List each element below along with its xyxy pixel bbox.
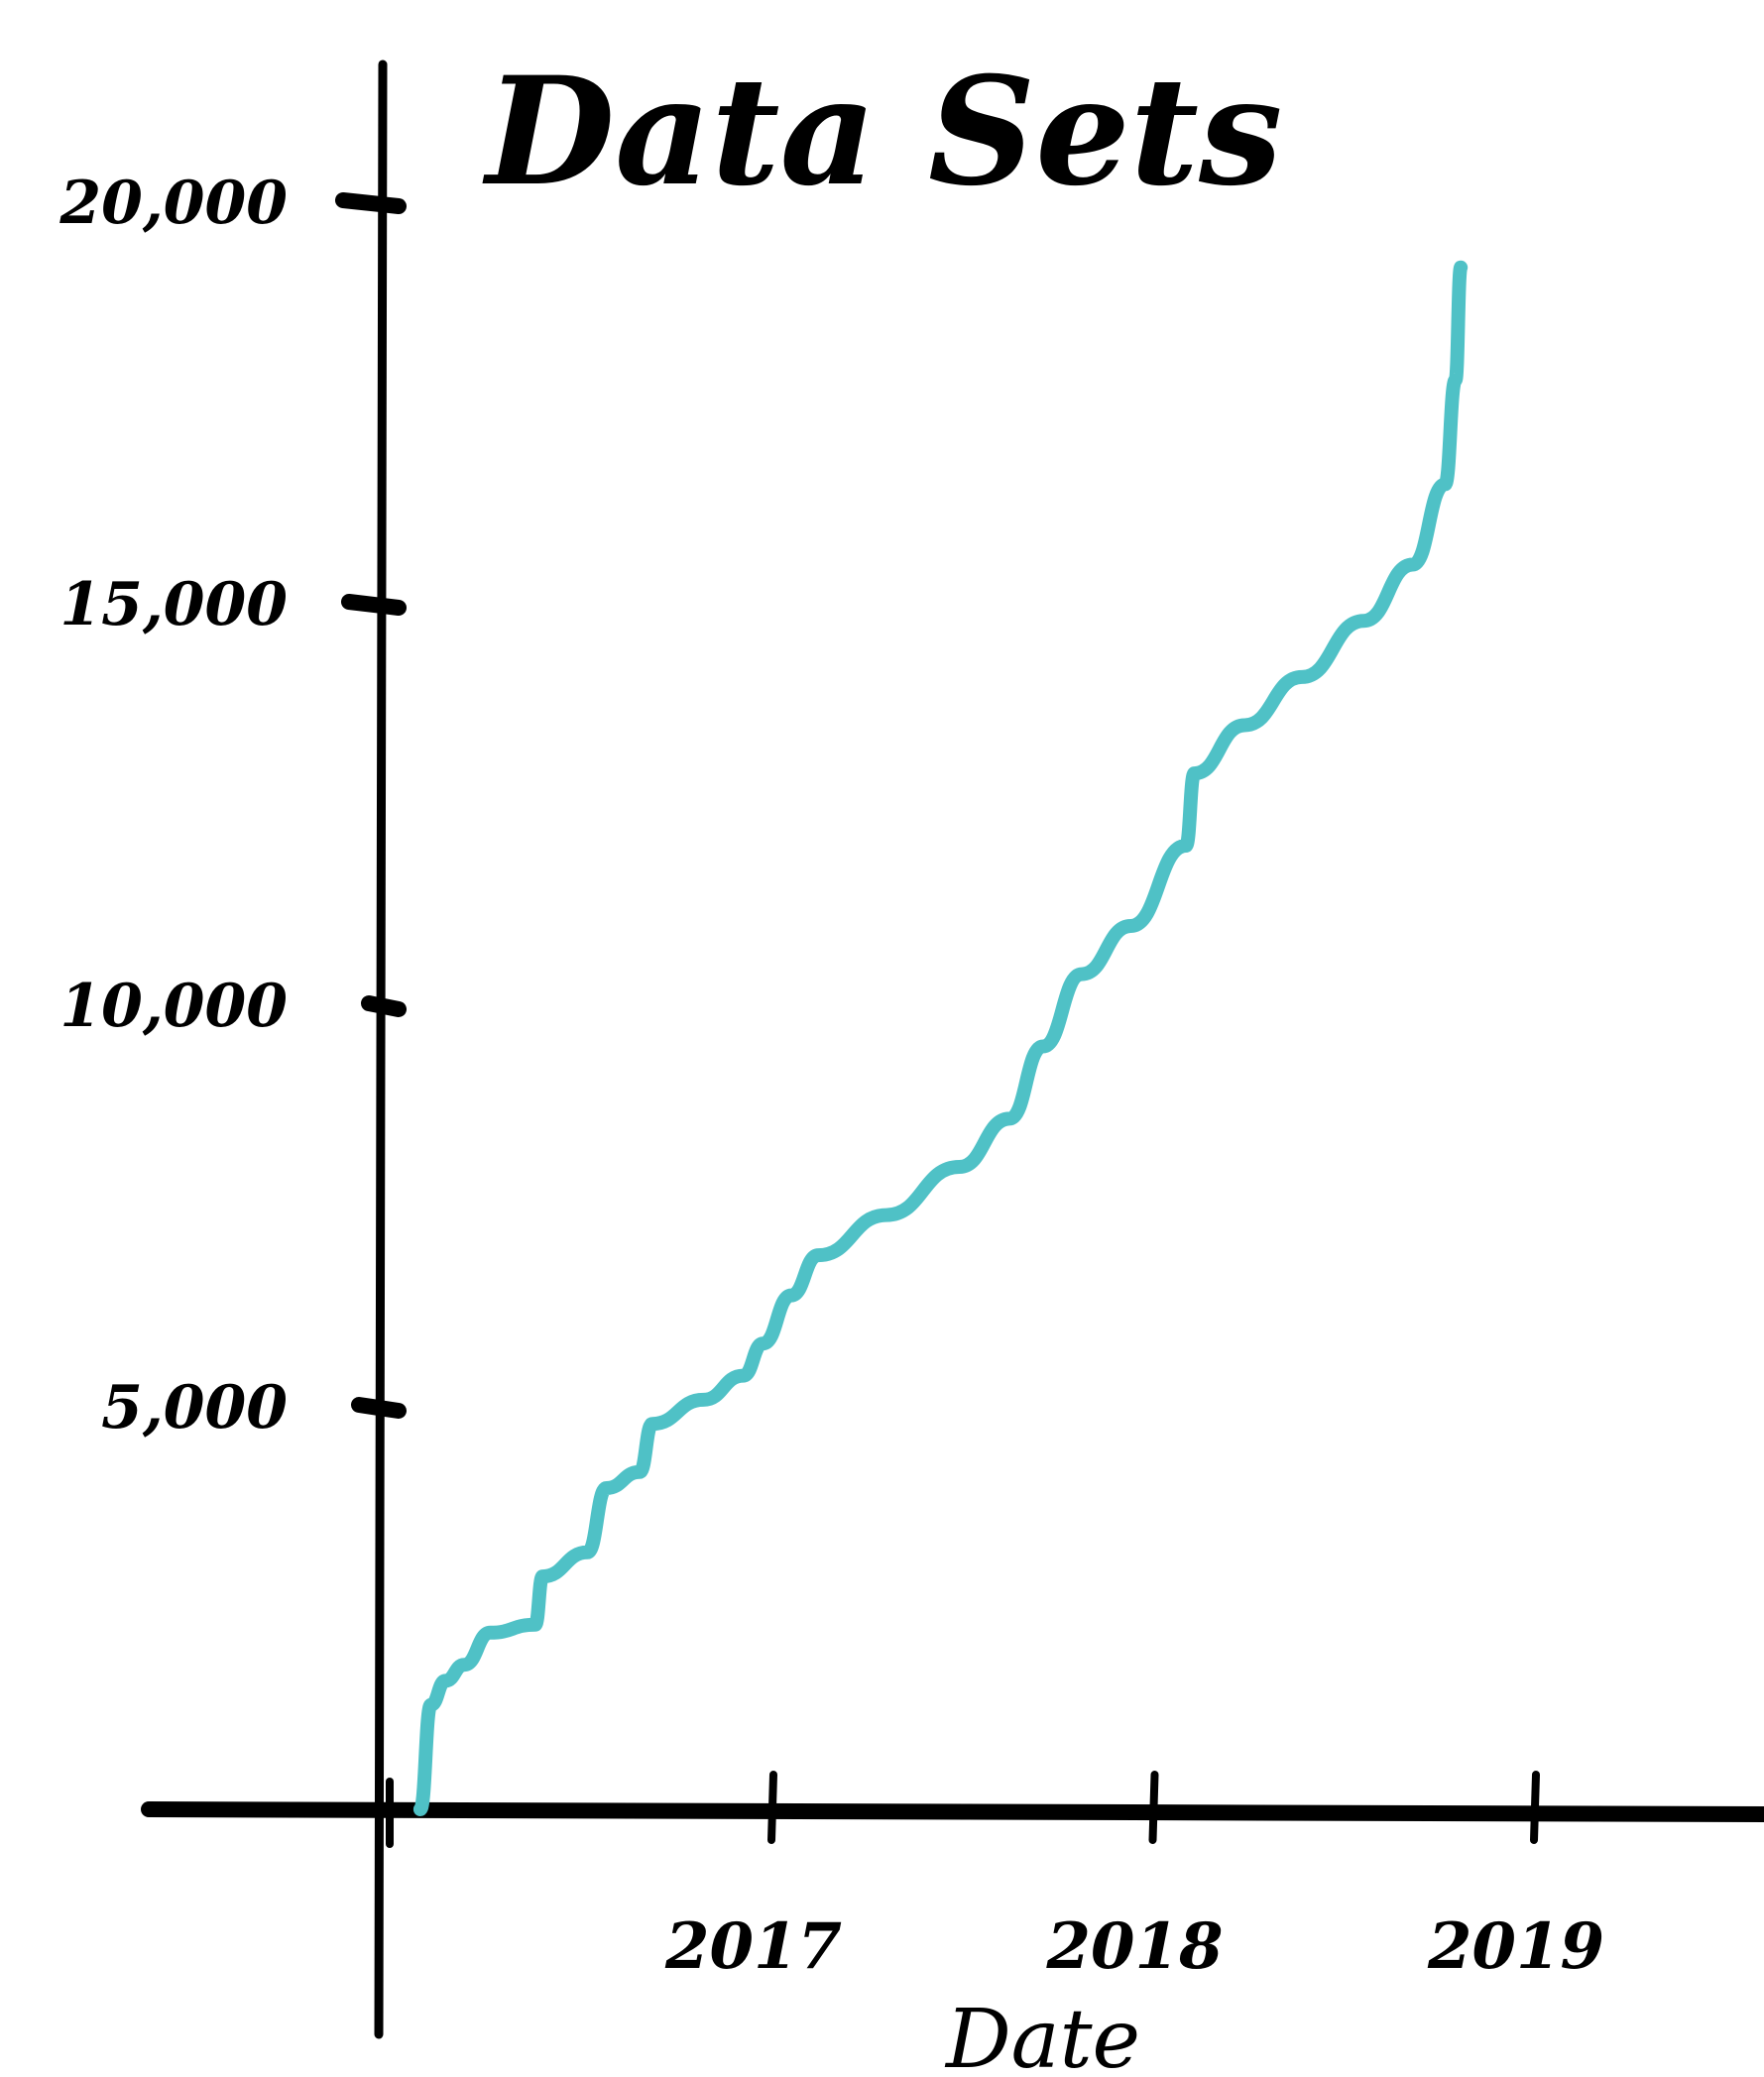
- y-tick-mark: [351, 1397, 407, 1419]
- chart-title: Data Sets: [482, 45, 1282, 219]
- data-sets-line: [412, 260, 1469, 1816]
- y-tick-label: 5,000: [101, 1373, 288, 1442]
- x-tick-label: 2017: [664, 1909, 842, 1984]
- x-tick-label: 2019: [1427, 1909, 1604, 1984]
- y-tick-label: 15,000: [59, 570, 288, 639]
- x-tick-mark: [1530, 1771, 1540, 1844]
- x-tick-label: 2018: [1045, 1909, 1223, 1984]
- y-tick-mark: [341, 594, 407, 616]
- x-tick-group: 2017 2018 2019: [386, 1771, 1604, 1984]
- y-axis: [374, 59, 388, 2039]
- x-axis-label: Date: [944, 1993, 1140, 2077]
- y-tick-mark: [361, 995, 407, 1017]
- y-tick-label: 10,000: [59, 972, 288, 1041]
- x-tick-mark: [1148, 1771, 1159, 1844]
- y-tick-label: 20,000: [59, 169, 288, 238]
- y-tick-mark: [335, 192, 407, 214]
- x-tick-mark: [767, 1771, 777, 1844]
- y-tick-group: 20,000 15,000 10,000 5,000: [59, 169, 407, 1442]
